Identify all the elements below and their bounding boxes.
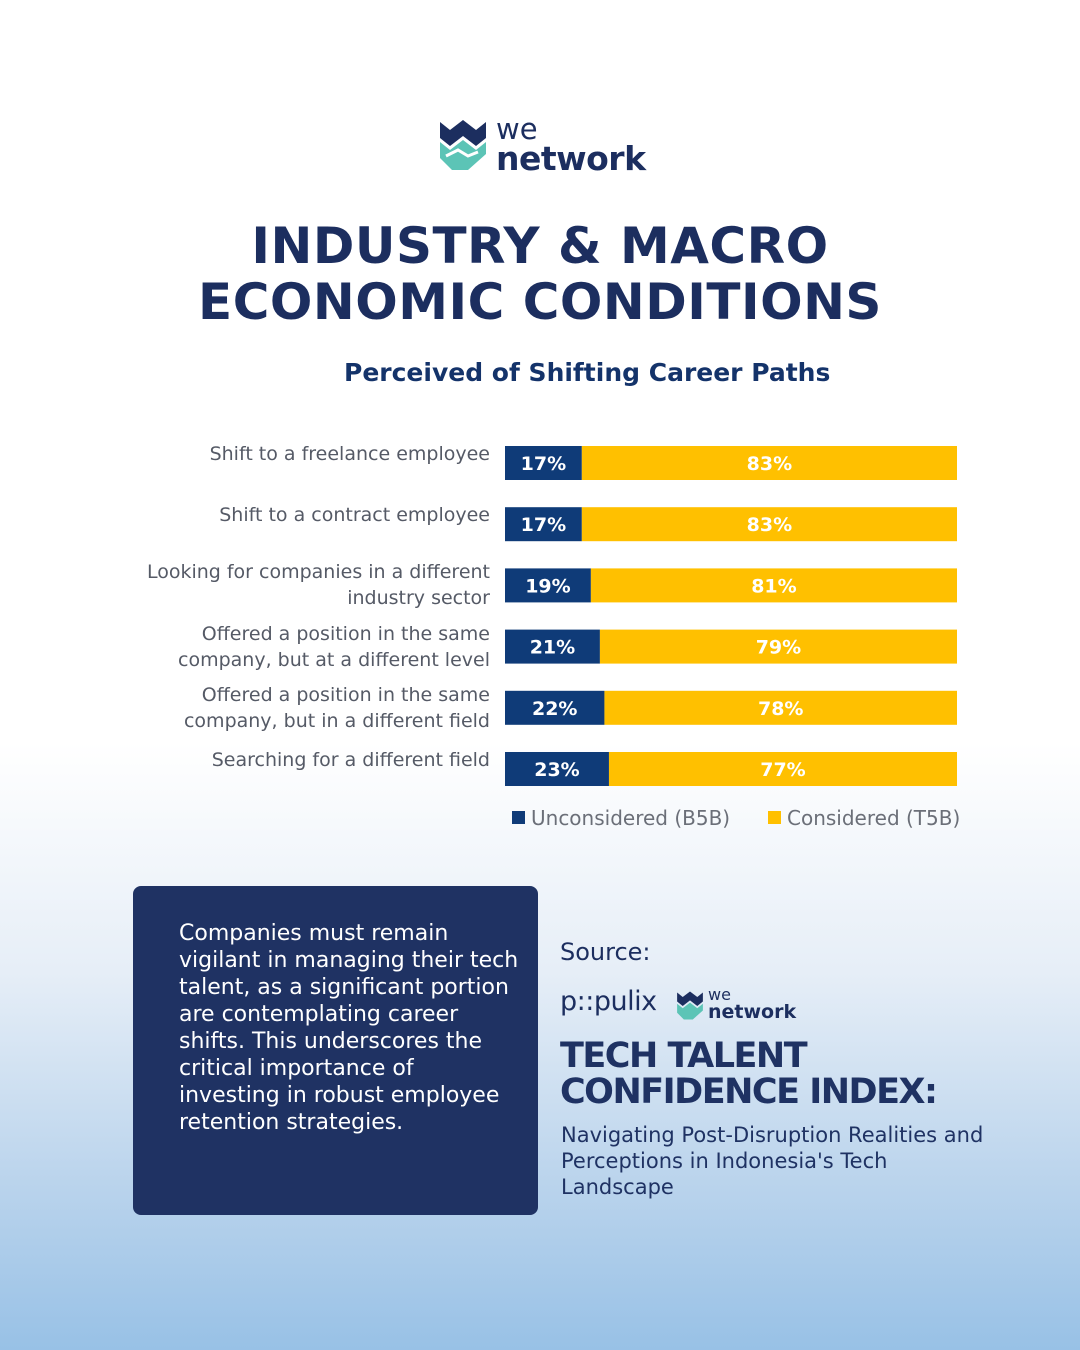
- we-network-logo: we network: [438, 112, 648, 182]
- data-label: 83%: [747, 514, 792, 536]
- category-label-line: Shift to a contract employee: [219, 504, 490, 527]
- logo-network-text: network: [496, 139, 646, 178]
- bar-unconsidered: [505, 690, 605, 725]
- data-label: 77%: [760, 759, 805, 781]
- bar-considered: [581, 507, 957, 542]
- stacked-bar-chart: 17% 83% 17% 83% 19% 81% 21% 79% 22% 78% 23% 77%: [505, 446, 957, 786]
- bar-considered: [581, 446, 957, 480]
- report-title: TECH TALENT CONFIDENCE INDEX:: [560, 1036, 938, 1112]
- source-label: Source:: [560, 938, 651, 966]
- logo-network-text: network: [708, 1001, 797, 1023]
- report-title-line-1: TECH TALENT: [560, 1036, 808, 1076]
- category-label-line: Offered a position in the same: [201, 683, 490, 706]
- category-label-line: Searching for a different field: [211, 749, 490, 771]
- bar-unconsidered: [505, 752, 609, 786]
- category-label: Shift to a freelance employee: [70, 441, 490, 467]
- data-label: 19%: [525, 575, 570, 597]
- logo-we-text: we: [708, 985, 731, 1004]
- data-label: 81%: [751, 575, 796, 597]
- title-line-2: ECONOMIC CONDITIONS: [198, 273, 882, 331]
- chart-title: Perceived of Shifting Career Paths: [344, 358, 831, 387]
- data-label: 17%: [521, 514, 566, 536]
- category-label: Searching for a different field: [70, 747, 490, 773]
- category-label-line: company, but at a different level: [178, 648, 490, 671]
- category-label: Offered a position in the same company, b…: [70, 621, 490, 673]
- legend-label-considered: Considered (T5B): [787, 806, 961, 830]
- category-label: Looking for companies in a different indu…: [70, 559, 490, 611]
- populix-logo: p::pulix: [560, 986, 657, 1017]
- category-label: Offered a position in the same company, b…: [70, 682, 490, 734]
- legend-swatch-considered: [768, 811, 781, 824]
- category-label-line: industry sector: [347, 587, 490, 610]
- bar-unconsidered: [505, 446, 582, 480]
- data-label: 79%: [756, 637, 801, 659]
- we-network-icon: [677, 991, 703, 1020]
- legend-item-unconsidered: Unconsidered (B5B): [512, 806, 730, 830]
- insight-text: Companies must remain vigilant in managi…: [179, 921, 519, 1135]
- page-title: INDUSTRY & MACRO ECONOMIC CONDITIONS: [0, 218, 1080, 330]
- bar-unconsidered: [505, 568, 591, 603]
- category-label-line: Offered a position in the same: [201, 622, 490, 645]
- title-line-1: INDUSTRY & MACRO: [251, 217, 829, 275]
- data-label: 83%: [747, 453, 792, 475]
- category-label-line: Looking for companies in a different: [146, 561, 490, 584]
- category-label: Shift to a contract employee: [70, 502, 490, 528]
- legend-label-unconsidered: Unconsidered (B5B): [531, 806, 731, 830]
- insight-callout: Companies must remain vigilant in managi…: [133, 886, 538, 1215]
- legend-item-considered: Considered (T5B): [768, 806, 960, 830]
- we-network-icon: [440, 120, 486, 170]
- data-label: 22%: [532, 698, 577, 720]
- category-label-line: Shift to a freelance employee: [209, 443, 490, 465]
- logo-we-text: we: [496, 112, 538, 146]
- bar-unconsidered: [505, 507, 582, 542]
- bar-considered: [604, 690, 957, 725]
- bar-considered: [608, 752, 957, 786]
- category-label-line: company, but in a different field: [183, 709, 490, 732]
- bar-unconsidered: [505, 629, 600, 664]
- data-label: 21%: [530, 637, 575, 659]
- report-title-line-2: CONFIDENCE INDEX:: [560, 1072, 938, 1112]
- data-label: 23%: [534, 759, 579, 781]
- data-label: 78%: [758, 698, 803, 720]
- bar-considered: [590, 568, 957, 603]
- report-subtitle: Navigating Post-Disruption Realities and…: [561, 1123, 984, 1199]
- bar-considered: [599, 629, 957, 664]
- legend-swatch-unconsidered: [512, 811, 525, 824]
- data-label: 17%: [521, 453, 566, 475]
- we-network-logo-small: we network: [676, 986, 796, 1026]
